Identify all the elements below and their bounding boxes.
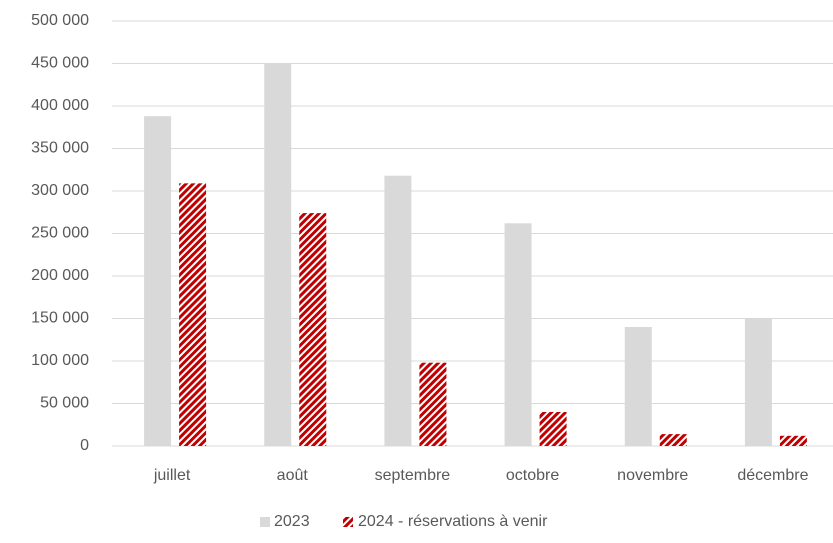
bar	[144, 116, 172, 446]
y-tick-label: 150 000	[31, 310, 89, 327]
bar	[384, 175, 412, 446]
bar	[299, 213, 327, 446]
y-tick-label: 350 000	[31, 140, 89, 157]
bar	[504, 223, 532, 446]
x-tick-label: octobre	[506, 467, 559, 484]
bar	[264, 63, 292, 446]
y-tick-label: 50 000	[40, 395, 89, 412]
bar	[179, 183, 207, 446]
bar	[624, 327, 652, 446]
x-tick-label: août	[277, 467, 309, 484]
x-tick-label: septembre	[375, 467, 451, 484]
y-tick-label: 100 000	[31, 352, 89, 369]
bar	[779, 435, 807, 446]
y-tick-label: 0	[80, 437, 89, 454]
legend-label: 2024 - réservations à venir	[358, 513, 548, 530]
y-tick-label: 300 000	[31, 182, 89, 199]
y-tick-label: 400 000	[31, 97, 89, 114]
legend-swatch	[343, 517, 353, 527]
bar	[659, 434, 687, 446]
x-tick-label: juillet	[153, 467, 191, 484]
legend-label: 2023	[274, 513, 310, 530]
y-tick-label: 250 000	[31, 225, 89, 242]
y-tick-label: 200 000	[31, 267, 89, 284]
bar	[539, 412, 567, 446]
y-tick-label: 450 000	[31, 55, 89, 72]
x-tick-label: novembre	[617, 467, 688, 484]
x-tick-label: décembre	[737, 467, 808, 484]
legend-swatch	[260, 517, 270, 527]
bar	[419, 362, 447, 446]
y-tick-label: 500 000	[31, 12, 89, 29]
bar	[744, 318, 772, 446]
